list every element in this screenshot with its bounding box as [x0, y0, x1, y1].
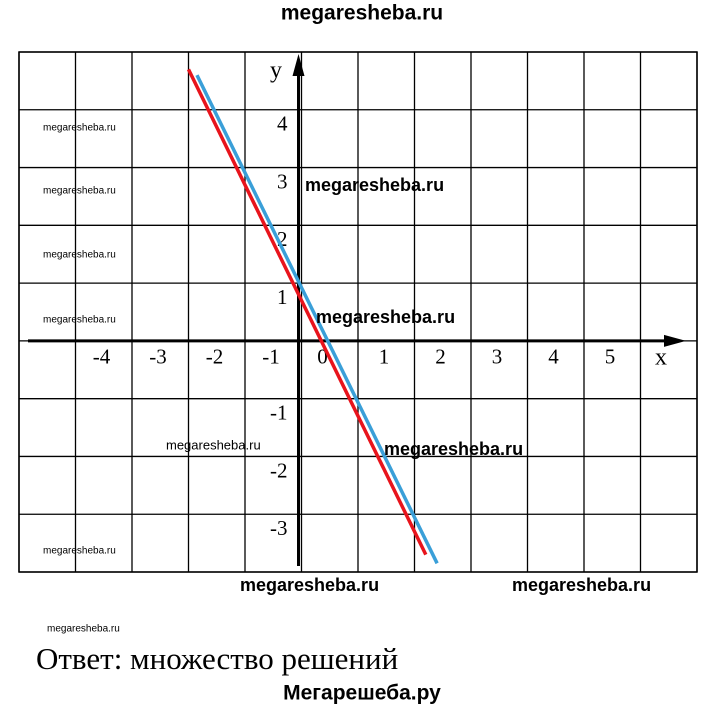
watermark: megaresheba.ru: [47, 624, 120, 635]
y-tick-label: 4: [277, 112, 288, 136]
y-axis-label: y: [270, 58, 282, 84]
x-tick-label: -2: [206, 345, 224, 369]
y-tick-label: 2: [277, 227, 288, 251]
watermark: megaresheba.ru: [384, 439, 523, 459]
watermark: megaresheba.ru: [512, 575, 651, 595]
site-title: megaresheba.ru: [281, 2, 443, 25]
x-tick-label: -4: [93, 345, 111, 369]
y-tick-label: 3: [277, 169, 288, 193]
x-axis-label: x: [655, 344, 667, 370]
y-tick-label: -1: [270, 400, 288, 424]
answer: Ответ: множество решений: [36, 641, 398, 676]
watermark: megaresheba.ru: [305, 175, 444, 195]
y-arrow: [292, 54, 305, 76]
watermark: megaresheba.ru: [166, 437, 261, 452]
footer: Мегарешеба.ру: [283, 682, 441, 705]
y-tick-label: -3: [270, 516, 288, 540]
series-line: [186, 68, 428, 556]
y-tick-label: -2: [270, 458, 288, 482]
watermark: megaresheba.ru: [43, 186, 116, 197]
watermark: megaresheba.ru: [43, 250, 116, 261]
y-tick-label: 1: [277, 285, 288, 309]
x-tick-label: 5: [605, 345, 616, 369]
watermark: megaresheba.ru: [43, 546, 116, 557]
watermark: megaresheba.ru: [43, 315, 116, 326]
series-line: [195, 74, 439, 565]
x-arrow: [664, 334, 686, 347]
x-tick-label: 1: [379, 345, 390, 369]
x-tick-label: 4: [548, 345, 559, 369]
x-tick-label: -3: [149, 345, 167, 369]
grid-frame: [18, 51, 698, 573]
watermark: megaresheba.ru: [240, 575, 379, 595]
x-tick-label: -1: [262, 345, 280, 369]
watermark: megaresheba.ru: [43, 123, 116, 134]
x-tick-label: 3: [492, 345, 503, 369]
x-tick-label: 2: [435, 345, 446, 369]
watermark: megaresheba.ru: [316, 307, 455, 327]
origin-label: 0: [317, 345, 328, 369]
